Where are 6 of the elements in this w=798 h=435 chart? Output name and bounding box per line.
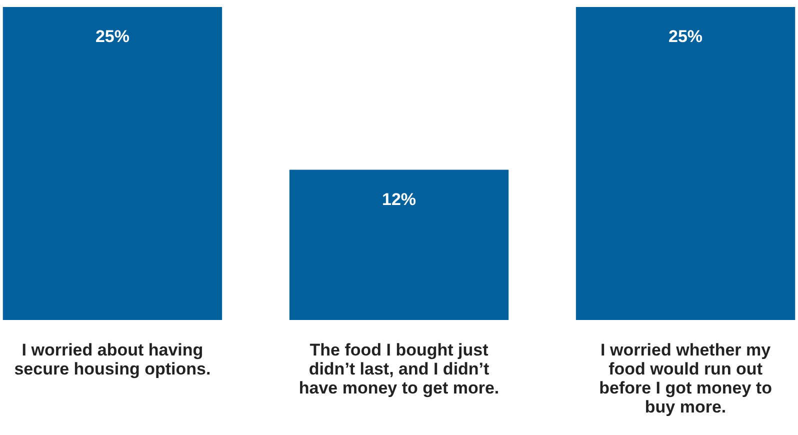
data-label: 25% bbox=[95, 27, 130, 46]
data-label: 25% bbox=[668, 27, 703, 46]
x-tick-label: The food I bought just didn’t last, and I didn’t have money to get more. bbox=[298, 340, 500, 398]
x-tick-label: I worried whether my food would run out before I got money to buy more. bbox=[599, 340, 772, 416]
data-label: 12% bbox=[382, 190, 416, 209]
x-tick-label: I worried about having secure housing options. bbox=[14, 340, 211, 378]
